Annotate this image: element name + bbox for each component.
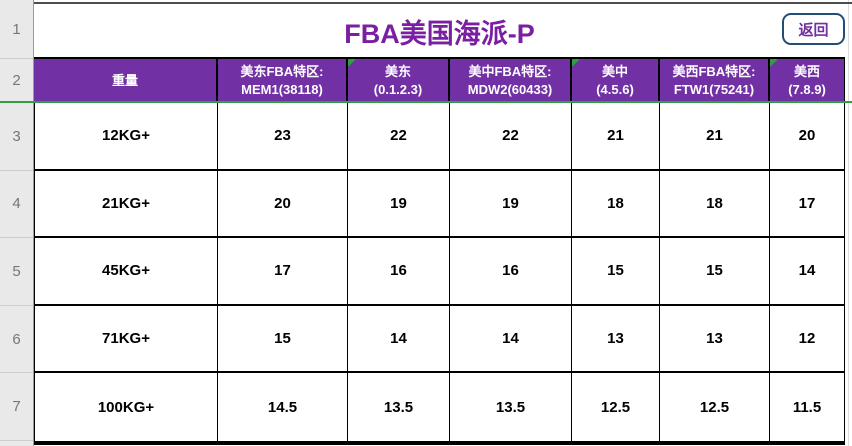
row-number-filler — [0, 441, 33, 446]
rate-cell[interactable]: 19 — [348, 170, 450, 237]
table-row: 45KG+ 17 16 16 15 15 14 — [34, 238, 845, 306]
page-title: FBA美国海派-P — [344, 18, 535, 49]
row-number[interactable]: 3 — [0, 103, 33, 171]
row-number[interactable]: 5 — [0, 238, 33, 306]
rate-cell[interactable]: 22 — [348, 103, 450, 169]
header-cell-mid-fba[interactable]: 美中FBA特区: MDW2(60433) — [450, 59, 572, 103]
rate-cell[interactable]: 22 — [450, 103, 572, 169]
header-label: 美东FBA特区: — [240, 64, 324, 79]
rate-cell[interactable]: 18 — [660, 170, 770, 237]
header-label: FTW1(75241) — [673, 82, 755, 97]
rate-cell[interactable]: 17 — [218, 238, 348, 304]
sheet-right-gridline — [848, 0, 849, 446]
header-label: 美西 — [793, 64, 820, 79]
rate-cell[interactable]: 11.5 — [770, 373, 845, 441]
back-button[interactable]: 返回 — [782, 13, 845, 45]
table-row: 71KG+ 15 14 14 13 13 12 — [34, 305, 845, 374]
header-label: 美中 — [601, 64, 628, 79]
header-label: (7.8.9) — [788, 82, 826, 97]
row-number[interactable]: 6 — [0, 306, 33, 374]
rate-cell[interactable]: 20 — [218, 170, 348, 237]
rate-table-body: 12KG+ 23 22 22 21 21 20 21KG+ 20 19 19 1… — [34, 103, 845, 445]
weight-cell[interactable]: 12KG+ — [34, 103, 218, 169]
header-cell-east[interactable]: 美东 (0.1.2.3) — [348, 59, 450, 103]
rate-cell[interactable]: 16 — [348, 238, 450, 304]
header-cell-mid[interactable]: 美中 (4.5.6) — [572, 59, 660, 103]
rate-cell[interactable]: 14 — [348, 305, 450, 372]
rate-cell[interactable]: 18 — [572, 170, 660, 237]
row-number[interactable]: 2 — [0, 59, 33, 103]
row-number[interactable]: 7 — [0, 373, 33, 441]
rate-cell[interactable]: 20 — [770, 103, 845, 169]
row-number-gutter: 1 2 3 4 5 6 7 — [0, 0, 34, 446]
title-row: FBA美国海派-P 返回 — [34, 5, 845, 57]
row-number[interactable]: 1 — [0, 0, 33, 59]
rate-cell[interactable]: 21 — [572, 103, 660, 169]
rate-cell[interactable]: 13 — [660, 305, 770, 372]
header-label: 美中FBA特区: — [468, 64, 552, 79]
partial-row-border — [34, 2, 852, 4]
header-label: (4.5.6) — [596, 82, 634, 97]
header-label: MEM1(38118) — [241, 82, 323, 97]
rate-cell[interactable]: 21 — [660, 103, 770, 169]
header-cell-weight[interactable]: 重量 — [34, 59, 218, 103]
green-triangle-icon — [348, 59, 356, 67]
rate-cell[interactable]: 14 — [770, 238, 845, 304]
header-label: MDW2(60433) — [467, 82, 553, 97]
green-triangle-icon — [770, 59, 778, 67]
rate-cell[interactable]: 14.5 — [218, 373, 348, 441]
rate-cell[interactable]: 13.5 — [450, 373, 572, 441]
table-row: 12KG+ 23 22 22 21 21 20 — [34, 103, 845, 171]
green-triangle-icon — [572, 59, 580, 67]
rate-cell[interactable]: 17 — [770, 170, 845, 237]
header-bottom-green-border — [0, 101, 852, 103]
header-cell-west[interactable]: 美西 (7.8.9) — [770, 59, 845, 103]
header-label: 重量 — [111, 73, 138, 88]
weight-cell[interactable]: 71KG+ — [34, 305, 218, 372]
weight-cell[interactable]: 45KG+ — [34, 238, 218, 304]
header-cell-east-fba[interactable]: 美东FBA特区: MEM1(38118) — [218, 59, 348, 103]
rate-cell[interactable]: 12.5 — [660, 373, 770, 441]
rate-cell[interactable]: 12 — [770, 305, 845, 372]
rate-sheet: FBA美国海派-P 返回 重量 美东FBA特区: MEM1(38118) 美东 … — [34, 5, 845, 445]
rate-cell[interactable]: 16 — [450, 238, 572, 304]
row-number[interactable]: 4 — [0, 171, 33, 239]
header-label: (0.1.2.3) — [373, 82, 423, 97]
header-label: 美东 — [384, 64, 411, 79]
rate-cell[interactable]: 19 — [450, 170, 572, 237]
rate-cell[interactable]: 12.5 — [572, 373, 660, 441]
header-cell-west-fba[interactable]: 美西FBA特区: FTW1(75241) — [660, 59, 770, 103]
weight-cell[interactable]: 21KG+ — [34, 170, 218, 237]
table-row: 100KG+ 14.5 13.5 13.5 12.5 12.5 11.5 — [34, 373, 845, 445]
table-row: 21KG+ 20 19 19 18 18 17 — [34, 170, 845, 239]
table-header-row: 重量 美东FBA特区: MEM1(38118) 美东 (0.1.2.3) 美中F… — [34, 57, 845, 103]
rate-cell[interactable]: 23 — [218, 103, 348, 169]
rate-cell[interactable]: 15 — [572, 238, 660, 304]
rate-cell[interactable]: 15 — [660, 238, 770, 304]
weight-cell[interactable]: 100KG+ — [34, 373, 218, 441]
rate-cell[interactable]: 15 — [218, 305, 348, 372]
header-label: 美西FBA特区: — [672, 64, 756, 79]
rate-cell[interactable]: 13.5 — [348, 373, 450, 441]
rate-cell[interactable]: 13 — [572, 305, 660, 372]
rate-cell[interactable]: 14 — [450, 305, 572, 372]
